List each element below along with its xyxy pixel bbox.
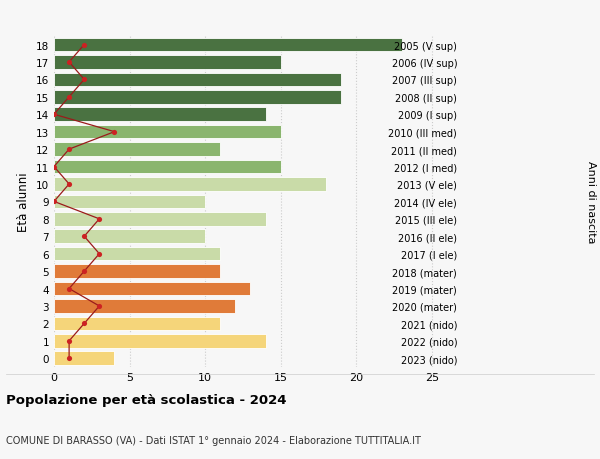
Point [79,77,89,84]
Point [64,181,74,188]
Bar [54,56,281,70]
Bar [54,160,281,174]
Bar [54,352,115,365]
Bar [54,195,205,209]
Text: Anni di nascita: Anni di nascita [586,161,596,243]
Point [95,216,104,223]
Bar [54,91,341,104]
Bar [54,126,281,139]
Point [79,268,89,275]
Y-axis label: Età alunni: Età alunni [17,172,31,232]
Point [49,163,59,171]
Bar [54,282,250,296]
Point [110,129,119,136]
Bar [54,39,401,52]
Point [64,146,74,153]
Point [64,355,74,362]
Bar [54,230,205,244]
Bar [54,265,220,278]
Point [95,251,104,258]
Point [79,320,89,327]
Point [64,59,74,67]
Point [79,233,89,241]
Text: Popolazione per età scolastica - 2024: Popolazione per età scolastica - 2024 [6,393,287,406]
Bar [54,317,220,330]
Bar [54,178,326,191]
Bar [54,334,266,348]
Bar [54,213,266,226]
Point [64,285,74,292]
Point [79,42,89,49]
Bar [54,73,341,87]
Bar [54,108,266,122]
Bar [54,143,220,157]
Bar [54,300,235,313]
Point [64,94,74,101]
Point [64,337,74,345]
Point [95,302,104,310]
Text: COMUNE DI BARASSO (VA) - Dati ISTAT 1° gennaio 2024 - Elaborazione TUTTITALIA.IT: COMUNE DI BARASSO (VA) - Dati ISTAT 1° g… [6,435,421,445]
Point [49,112,59,119]
Point [49,198,59,206]
Bar [54,247,220,261]
